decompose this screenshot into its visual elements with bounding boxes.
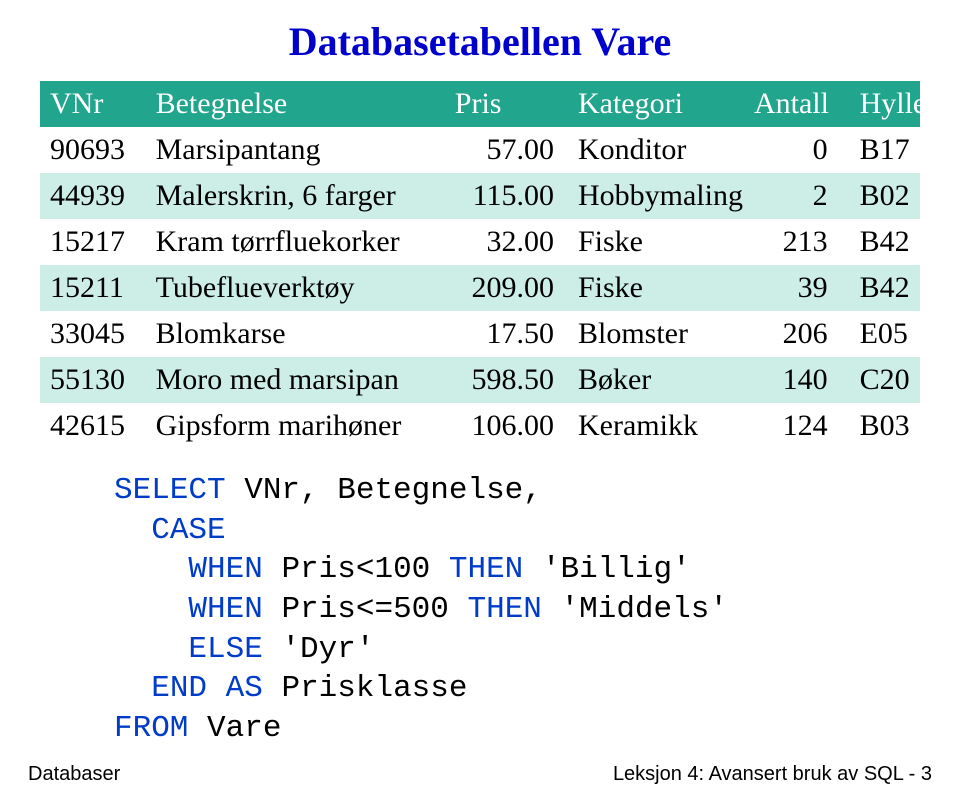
cell-hylle: E05	[850, 311, 920, 357]
table-row: 15211 Tubeflueverktøy 209.00 Fiske 39 B4…	[40, 265, 920, 311]
cell-bet: Kram tørrfluekorker	[146, 219, 445, 265]
cell-hylle: B42	[850, 265, 920, 311]
kw-then: THEN	[449, 552, 523, 587]
cell-vnr: 15211	[40, 265, 146, 311]
cell-kat: Bøker	[568, 357, 744, 403]
cell-pris: 598.50	[445, 357, 568, 403]
cell-ant: 206	[744, 311, 850, 357]
cell-ant: 0	[744, 127, 850, 173]
footer-right: Leksjon 4: Avansert bruk av SQL - 3	[613, 763, 932, 786]
table-row: 55130 Moro med marsipan 598.50 Bøker 140…	[40, 357, 920, 403]
cell-kat: Keramikk	[568, 403, 744, 449]
page-footer: Databaser Leksjon 4: Avansert bruk av SQ…	[0, 763, 960, 786]
table-row: 33045 Blomkarse 17.50 Blomster 206 E05	[40, 311, 920, 357]
code-text: Pris<100	[263, 552, 449, 587]
kw-when: WHEN	[188, 552, 262, 587]
cell-pris: 209.00	[445, 265, 568, 311]
kw-case: CASE	[151, 513, 225, 548]
cell-hylle: B02	[850, 173, 920, 219]
cell-ant: 2	[744, 173, 850, 219]
cell-ant: 140	[744, 357, 850, 403]
cell-kat: Fiske	[568, 219, 744, 265]
table-row: 42615 Gipsform marihøner 106.00 Keramikk…	[40, 403, 920, 449]
kw-then: THEN	[467, 592, 541, 627]
code-text: Prisklasse	[263, 671, 468, 706]
kw-select: SELECT	[114, 473, 226, 508]
th-hylle: Hylle	[850, 81, 920, 127]
cell-kat: Fiske	[568, 265, 744, 311]
table-row: 44939 Malerskrin, 6 farger 115.00 Hobbym…	[40, 173, 920, 219]
cell-vnr: 44939	[40, 173, 146, 219]
code-text: VNr, Betegnelse,	[226, 473, 542, 508]
table-row: 15217 Kram tørrfluekorker 32.00 Fiske 21…	[40, 219, 920, 265]
table-header-row: VNr Betegnelse Pris Kategori Antall Hyll…	[40, 81, 920, 127]
cell-bet: Blomkarse	[146, 311, 445, 357]
cell-pris: 57.00	[445, 127, 568, 173]
page-title: Databasetabellen Vare	[40, 18, 920, 65]
th-betegnelse: Betegnelse	[146, 81, 445, 127]
cell-pris: 32.00	[445, 219, 568, 265]
cell-hylle: B17	[850, 127, 920, 173]
cell-bet: Malerskrin, 6 farger	[146, 173, 445, 219]
cell-vnr: 90693	[40, 127, 146, 173]
cell-bet: Moro med marsipan	[146, 357, 445, 403]
cell-ant: 39	[744, 265, 850, 311]
cell-pris: 115.00	[445, 173, 568, 219]
cell-kat: Konditor	[568, 127, 744, 173]
th-antall: Antall	[744, 81, 850, 127]
sql-code-block: SELECT VNr, Betegnelse, CASE WHEN Pris<1…	[114, 471, 920, 749]
cell-hylle: C20	[850, 357, 920, 403]
cell-ant: 213	[744, 219, 850, 265]
code-text: 'Dyr'	[263, 632, 375, 667]
cell-hylle: B03	[850, 403, 920, 449]
vare-table: VNr Betegnelse Pris Kategori Antall Hyll…	[40, 81, 920, 449]
code-text: Pris<=500	[263, 592, 468, 627]
footer-left: Databaser	[28, 763, 120, 786]
cell-vnr: 33045	[40, 311, 146, 357]
kw-when: WHEN	[188, 592, 262, 627]
th-pris: Pris	[445, 81, 568, 127]
cell-bet: Tubeflueverktøy	[146, 265, 445, 311]
kw-from: FROM	[114, 711, 188, 746]
th-kategori: Kategori	[568, 81, 744, 127]
cell-vnr: 15217	[40, 219, 146, 265]
cell-kat: Blomster	[568, 311, 744, 357]
th-vnr: VNr	[40, 81, 146, 127]
code-text: 'Billig'	[523, 552, 690, 587]
cell-ant: 124	[744, 403, 850, 449]
cell-kat: Hobbymaling	[568, 173, 744, 219]
cell-bet: Marsipantang	[146, 127, 445, 173]
cell-pris: 106.00	[445, 403, 568, 449]
cell-vnr: 55130	[40, 357, 146, 403]
kw-as: AS	[226, 671, 263, 706]
code-text: Vare	[188, 711, 281, 746]
kw-end: END	[151, 671, 207, 706]
cell-hylle: B42	[850, 219, 920, 265]
cell-bet: Gipsform marihøner	[146, 403, 445, 449]
cell-vnr: 42615	[40, 403, 146, 449]
cell-pris: 17.50	[445, 311, 568, 357]
table-row: 90693 Marsipantang 57.00 Konditor 0 B17	[40, 127, 920, 173]
kw-else: ELSE	[188, 632, 262, 667]
code-text: 'Middels'	[542, 592, 728, 627]
